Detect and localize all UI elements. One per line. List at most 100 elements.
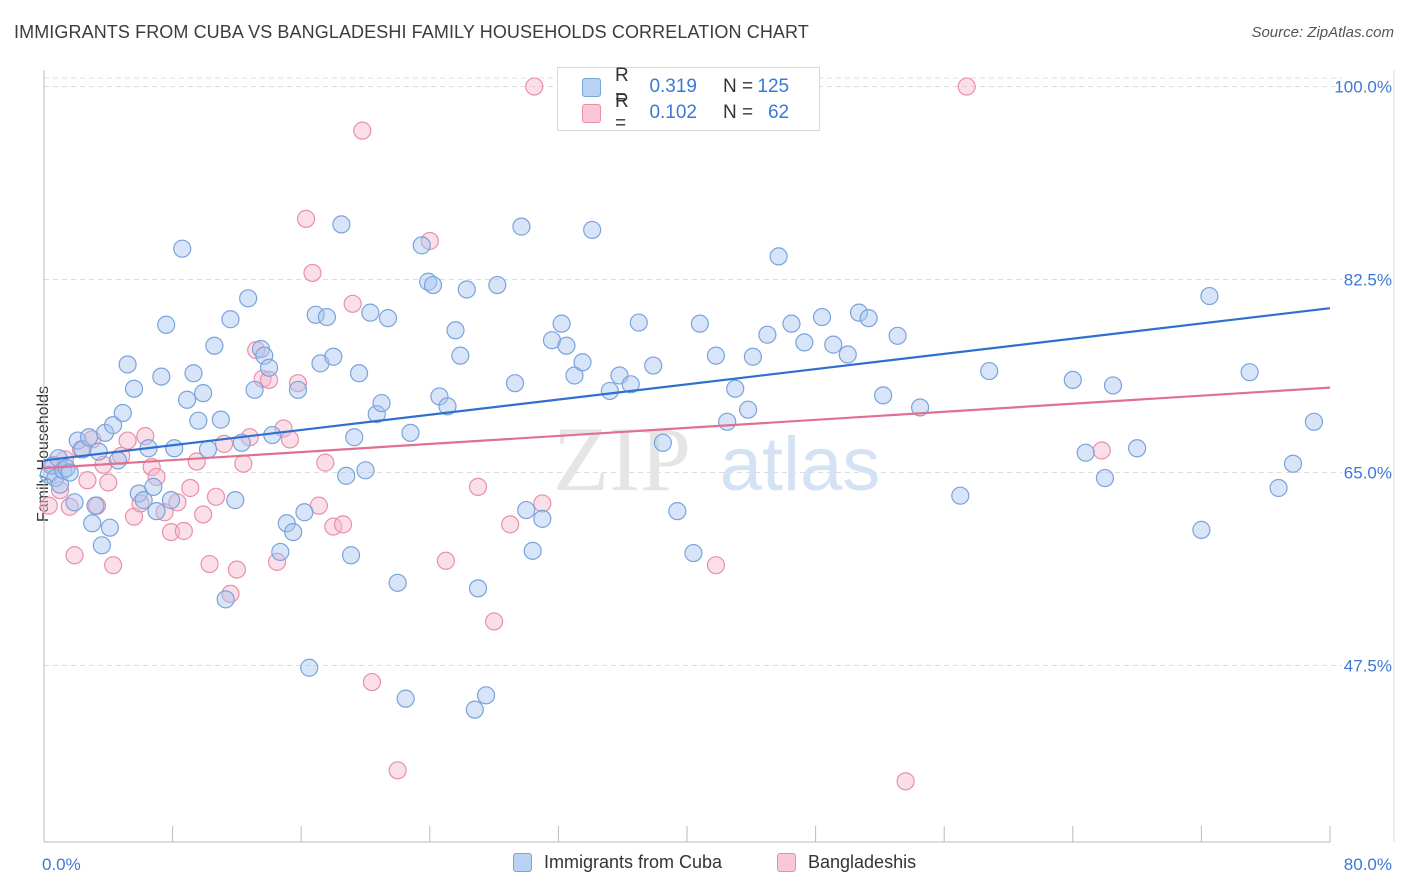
data-point bbox=[173, 239, 192, 258]
data-point bbox=[118, 431, 137, 450]
data-point bbox=[161, 522, 181, 542]
legend-r-value: 0.319 bbox=[649, 76, 697, 97]
data-point bbox=[1092, 441, 1111, 460]
legend-swatch-blue bbox=[513, 853, 532, 872]
data-point bbox=[341, 546, 361, 565]
data-point bbox=[378, 309, 398, 328]
data-point bbox=[465, 700, 484, 719]
data-point bbox=[684, 543, 703, 563]
series-bangladeshis bbox=[39, 77, 1111, 791]
data-point bbox=[245, 380, 264, 399]
data-point bbox=[194, 505, 213, 524]
data-point bbox=[653, 433, 672, 452]
data-point bbox=[525, 77, 544, 96]
data-point bbox=[108, 451, 128, 470]
data-point bbox=[206, 487, 226, 506]
data-point bbox=[512, 217, 531, 236]
data-point bbox=[874, 386, 893, 405]
data-point bbox=[211, 410, 230, 429]
data-point bbox=[769, 247, 788, 266]
data-point bbox=[517, 500, 536, 520]
data-point bbox=[468, 477, 488, 496]
data-point bbox=[600, 381, 619, 401]
data-point bbox=[161, 491, 181, 510]
data-point bbox=[795, 333, 814, 352]
x-tick-label: 80.0% bbox=[1344, 855, 1392, 874]
legend-n-label: N = bbox=[723, 76, 754, 97]
data-point bbox=[356, 461, 375, 480]
data-point bbox=[1192, 520, 1211, 539]
data-point bbox=[1304, 412, 1324, 431]
data-point bbox=[621, 375, 640, 394]
data-point bbox=[205, 336, 224, 355]
data-point bbox=[216, 590, 235, 609]
watermark-zip: ZIP bbox=[553, 408, 691, 510]
data-point bbox=[401, 423, 420, 442]
data-point bbox=[134, 491, 153, 510]
data-point bbox=[79, 428, 99, 447]
series-immigrants-from-cuba bbox=[39, 215, 1324, 719]
data-point bbox=[859, 309, 878, 328]
data-point bbox=[738, 400, 758, 419]
data-point bbox=[194, 384, 213, 403]
data-point bbox=[396, 689, 415, 708]
data-point bbox=[104, 416, 123, 435]
grid-lines bbox=[44, 70, 1395, 842]
data-point bbox=[888, 326, 907, 345]
watermark: ZIP atlas bbox=[553, 408, 880, 510]
data-point bbox=[644, 356, 663, 375]
legend-swatch-blue bbox=[582, 77, 601, 97]
data-point bbox=[1200, 286, 1219, 306]
data-point bbox=[1076, 443, 1095, 462]
data-point bbox=[951, 486, 970, 505]
data-point bbox=[419, 272, 438, 291]
trend-lines bbox=[43, 307, 1331, 470]
legend-r-label: R = bbox=[615, 65, 629, 108]
data-point bbox=[65, 493, 84, 512]
data-point bbox=[343, 294, 362, 313]
data-point bbox=[1103, 376, 1123, 395]
data-point bbox=[446, 321, 465, 340]
data-point bbox=[345, 428, 364, 447]
data-point bbox=[362, 672, 382, 692]
data-point bbox=[1269, 478, 1288, 498]
data-point bbox=[743, 347, 763, 366]
data-point bbox=[104, 556, 123, 575]
tick-labels: 47.5% 65.0% 82.5% 100.0% 0.0% 80.0% bbox=[42, 78, 1392, 874]
data-point bbox=[896, 772, 915, 791]
data-point bbox=[849, 303, 869, 322]
chart-title: IMMIGRANTS FROM CUBA VS BANGLADESHI FAMI… bbox=[14, 22, 809, 42]
data-point bbox=[239, 289, 258, 308]
data-point bbox=[147, 502, 166, 521]
data-point bbox=[100, 518, 120, 537]
data-point bbox=[838, 345, 857, 364]
data-point bbox=[221, 310, 240, 329]
data-point bbox=[457, 280, 476, 299]
data-point bbox=[259, 358, 279, 377]
data-point bbox=[226, 491, 245, 510]
data-point bbox=[438, 397, 457, 416]
data-point bbox=[198, 440, 218, 459]
data-point bbox=[361, 303, 380, 322]
data-point bbox=[60, 463, 79, 482]
data-point bbox=[284, 522, 303, 542]
data-point bbox=[488, 275, 507, 295]
data-point bbox=[668, 502, 687, 521]
legend-label: Immigrants from Cuba bbox=[544, 852, 723, 872]
data-point bbox=[234, 454, 253, 473]
legend-swatch-pink bbox=[777, 853, 796, 872]
data-point bbox=[1095, 468, 1115, 488]
series-legend: Immigrants from Cuba Bangladeshis bbox=[0, 852, 1406, 876]
legend-item-bangladeshis[interactable]: Bangladeshis bbox=[777, 852, 916, 873]
watermark-atlas: atlas bbox=[720, 422, 881, 507]
data-point bbox=[316, 453, 335, 472]
data-point bbox=[1127, 439, 1147, 458]
data-point bbox=[86, 496, 105, 515]
data-point bbox=[221, 584, 240, 603]
legend-item-cuba[interactable]: Immigrants from Cuba bbox=[513, 852, 722, 873]
y-tick-label: 47.5% bbox=[1344, 657, 1392, 676]
data-point bbox=[980, 361, 999, 381]
data-point bbox=[557, 336, 576, 355]
data-point bbox=[200, 554, 219, 574]
